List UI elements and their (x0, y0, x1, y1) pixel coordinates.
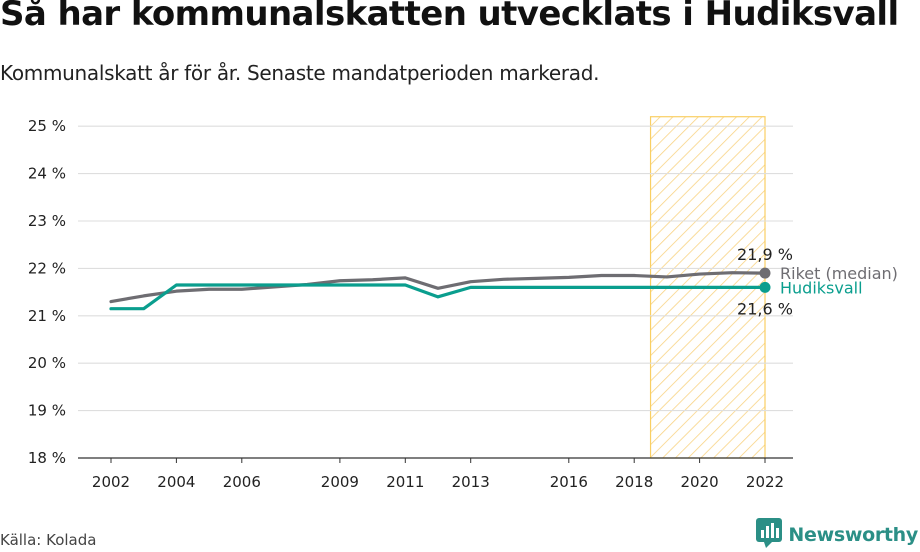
series-end-point (759, 267, 771, 279)
x-tick-label: 2006 (223, 473, 261, 491)
series-name-label: Hudiksvall (780, 278, 863, 297)
y-tick-label: 23 % (28, 212, 66, 230)
chart-title: Så har kommunalskatten utvecklats i Hudi… (0, 0, 899, 34)
newsworthy-icon (756, 518, 783, 552)
y-tick-label: 20 % (28, 354, 66, 372)
x-tick-label: 2002 (92, 473, 130, 491)
line-chart: 18 %19 %20 %21 %22 %23 %24 %25 % 2002 200… (28, 116, 898, 491)
y-tick-label: 19 % (28, 402, 66, 420)
chart-subtitle: Kommunalskatt år för år. Senaste mandatp… (0, 61, 600, 85)
y-tick-label: 21 % (28, 307, 66, 325)
source-note: Källa: Kolada (0, 531, 97, 549)
label-layer: Riket (median)21,9 % Hudiksvall 21,6 % (737, 245, 898, 318)
series-layer (109, 267, 771, 311)
series-line (109, 271, 767, 304)
brand-name: Newsworthy (788, 524, 918, 546)
x-tick-label: 2004 (157, 473, 195, 491)
y-tick-label: 24 % (28, 165, 66, 183)
series-line (109, 283, 767, 311)
y-tick-label: 22 % (28, 259, 66, 277)
x-tick-label: 2016 (550, 473, 588, 491)
x-tick-label: 2011 (386, 473, 424, 491)
x-tick-label: 2020 (681, 473, 719, 491)
grid-layer: 18 % 19 % 20 % 21 % 22 % 23 % 24 % 25 % (28, 117, 793, 467)
axis-layer: 2002 2004 2006 2009 2011 2013 2016 2018 2020 2022 (92, 458, 784, 491)
x-tick-label: 2009 (321, 473, 359, 491)
x-tick-label: 2022 (746, 473, 784, 491)
brand-logo: Newsworthy (756, 518, 918, 552)
x-tick-label: 2018 (615, 473, 653, 491)
y-tick-label: 25 % (28, 117, 66, 135)
x-tick-label: 2013 (452, 473, 490, 491)
series-value-label: 21,9 % (737, 245, 793, 264)
series-value-label: 21,6 % (737, 299, 793, 318)
series-end-point (759, 281, 771, 293)
series-name-label: Riket (median) (780, 264, 898, 283)
y-tick-label: 18 % (28, 449, 66, 467)
